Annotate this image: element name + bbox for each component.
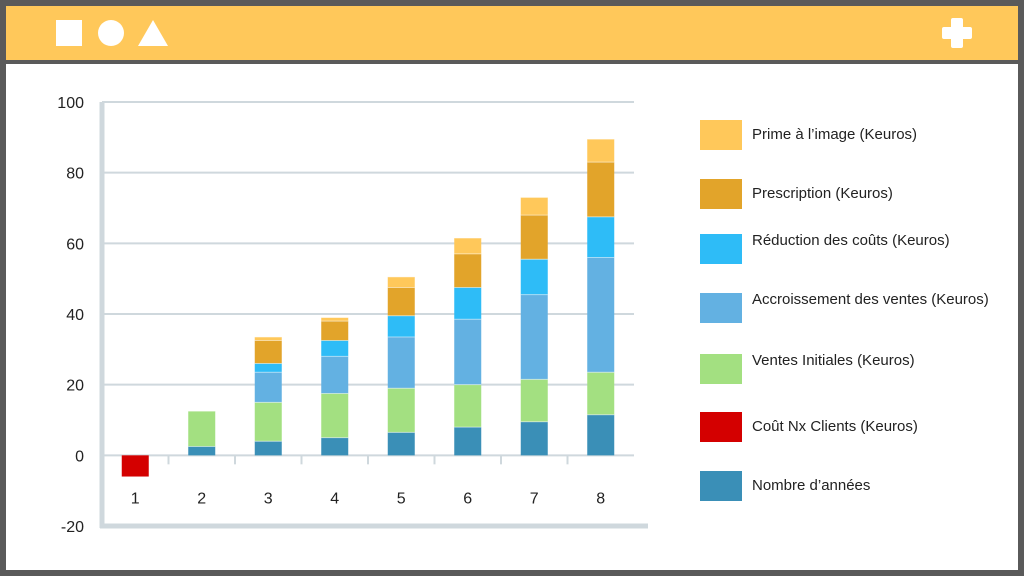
x-tick-label: 8: [596, 490, 605, 507]
bar-segment: [321, 356, 349, 394]
legend-swatch: [700, 471, 742, 501]
legend-item: Réduction des coûts (Keuros): [700, 232, 1000, 274]
bar-segment: [254, 402, 282, 442]
bar-segment: [254, 372, 282, 403]
legend-label: Nombre d’années: [752, 477, 871, 494]
plus-icon[interactable]: [942, 18, 972, 48]
legend-item: Ventes Initiales (Keuros): [700, 352, 1000, 394]
bar-segment: [321, 437, 349, 456]
x-tick-label: 7: [530, 490, 539, 507]
y-tick-label: 100: [57, 95, 84, 112]
legend-swatch: [700, 179, 742, 209]
legend-swatch: [700, 120, 742, 150]
legend-swatch: [700, 354, 742, 384]
circle-icon: [98, 20, 124, 46]
bar-segment: [520, 197, 548, 216]
legend-label: Prescription (Keuros): [752, 185, 893, 202]
bar-segment: [188, 446, 216, 456]
bar-segment: [254, 441, 282, 456]
bar-segment: [587, 372, 615, 415]
bar-segment: [454, 319, 482, 385]
bar-segment: [520, 215, 548, 260]
bar-segment: [387, 432, 415, 456]
bar-segment: [587, 257, 615, 373]
bar-segment: [387, 336, 415, 389]
x-tick-label: 4: [330, 490, 339, 507]
bar-segment: [387, 276, 415, 288]
square-icon: [56, 20, 82, 46]
bar-segment: [454, 238, 482, 254]
legend-item: Nombre d’années: [700, 471, 1000, 511]
legend-label: Accroissement des ventes (Keuros): [752, 291, 989, 308]
legend-item: Accroissement des ventes (Keuros): [700, 291, 1000, 333]
legend-item: Prime à l’image (Keuros): [700, 120, 1000, 160]
bar-segment: [321, 321, 349, 341]
bar-segment: [321, 393, 349, 438]
bar-segment: [454, 253, 482, 288]
bar-segment: [387, 287, 415, 316]
y-tick-label: 0: [75, 448, 84, 465]
legend-swatch: [700, 412, 742, 442]
bar-segment: [121, 455, 149, 477]
bar-segment: [254, 336, 282, 341]
x-tick-label: 6: [463, 490, 472, 507]
y-tick-label: 80: [66, 166, 84, 183]
legend-swatch: [700, 293, 742, 323]
bar-segment: [254, 363, 282, 373]
bar-segment: [520, 379, 548, 422]
bar-segment: [520, 421, 548, 456]
legend-item: Coût Nx Clients (Keuros): [700, 412, 1000, 452]
bar-segment: [321, 317, 349, 322]
bar-segment: [587, 139, 615, 163]
legend-item: Prescription (Keuros): [700, 179, 1000, 219]
bar-segment: [520, 294, 548, 380]
bar-segment: [254, 340, 282, 364]
bar-segment: [520, 259, 548, 295]
x-tick-label: 1: [131, 490, 140, 507]
bar-segment: [587, 162, 615, 217]
x-tick-label: 2: [197, 490, 206, 507]
bar-segment: [387, 315, 415, 337]
x-tick-label: 5: [397, 490, 406, 507]
bar-segment: [587, 414, 615, 456]
bar-segment: [188, 411, 216, 447]
x-tick-label: 3: [264, 490, 273, 507]
bar-segment: [454, 287, 482, 320]
bar-segment: [387, 388, 415, 433]
y-tick-label: 20: [66, 378, 84, 395]
y-tick-label: -20: [61, 519, 84, 536]
bar-segment: [587, 216, 615, 258]
triangle-icon: [138, 20, 168, 46]
bar-segment: [321, 340, 349, 357]
bar-segment: [454, 384, 482, 428]
y-tick-label: 60: [66, 236, 84, 253]
legend-label: Prime à l’image (Keuros): [752, 126, 918, 143]
bar-segment: [454, 427, 482, 456]
legend-label: Ventes Initiales (Keuros): [752, 352, 915, 369]
legend-label: Réduction des coûts (Keuros): [752, 232, 950, 249]
title-bar: [6, 6, 1018, 64]
y-tick-label: 40: [66, 307, 84, 324]
stacked-bar-chart: -20 0 20 40 60 80 100 1 2 3 4 5 6 7 8: [57, 95, 648, 536]
window: -20 0 20 40 60 80 100 1 2 3 4 5 6 7 8 Prime à l’image …: [6, 6, 1018, 570]
legend-swatch: [700, 234, 742, 264]
legend-label: Coût Nx Clients (Keuros): [752, 418, 918, 435]
